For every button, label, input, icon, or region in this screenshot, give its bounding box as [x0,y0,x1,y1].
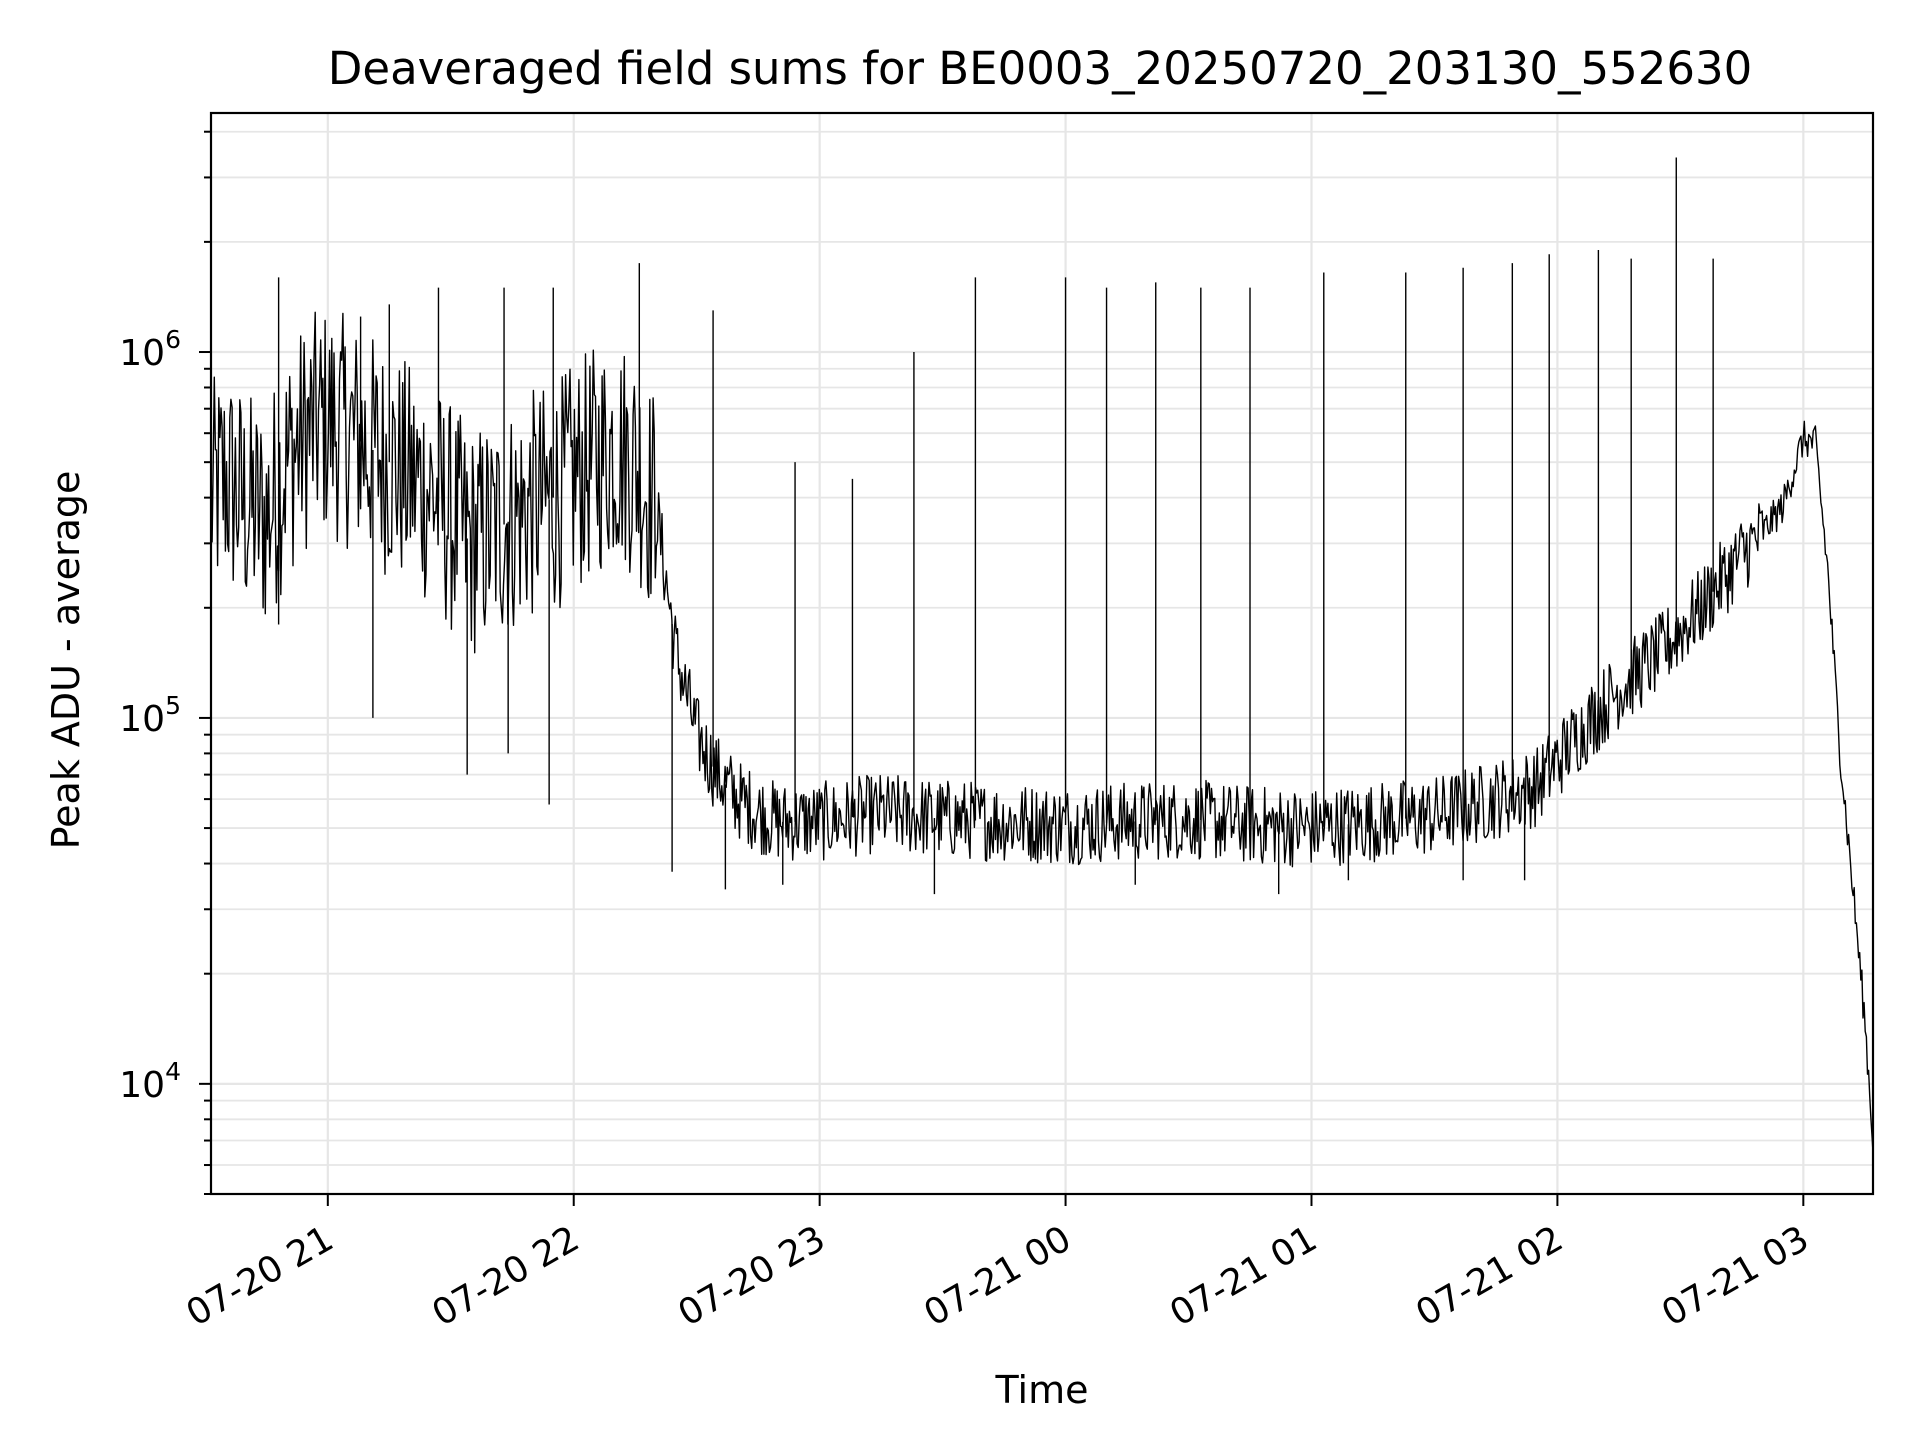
y-tick-label-exponent: 5 [165,691,181,720]
data-line [210,311,1874,1153]
axis-ticks [199,130,1805,1206]
y-tick-label: 106 [119,325,181,374]
y-tick-label-exponent: 4 [165,1057,181,1086]
y-tick-label-base: 10 [119,1065,165,1106]
plot-frame [209,111,1875,1196]
y-tick-label-exponent: 6 [165,325,181,354]
y-tick-label-base: 10 [119,699,165,740]
y-tick-label-base: 10 [119,333,165,374]
x-axis-label: Time [995,1368,1089,1412]
y-axis-label: Peak ADU - average [44,471,88,850]
data-line-layer [210,157,1874,1153]
y-tick-label: 105 [119,691,181,740]
chart-title: Deaveraged field sums for BE0003_2025072… [328,42,1753,95]
y-tick-label: 104 [119,1057,181,1106]
